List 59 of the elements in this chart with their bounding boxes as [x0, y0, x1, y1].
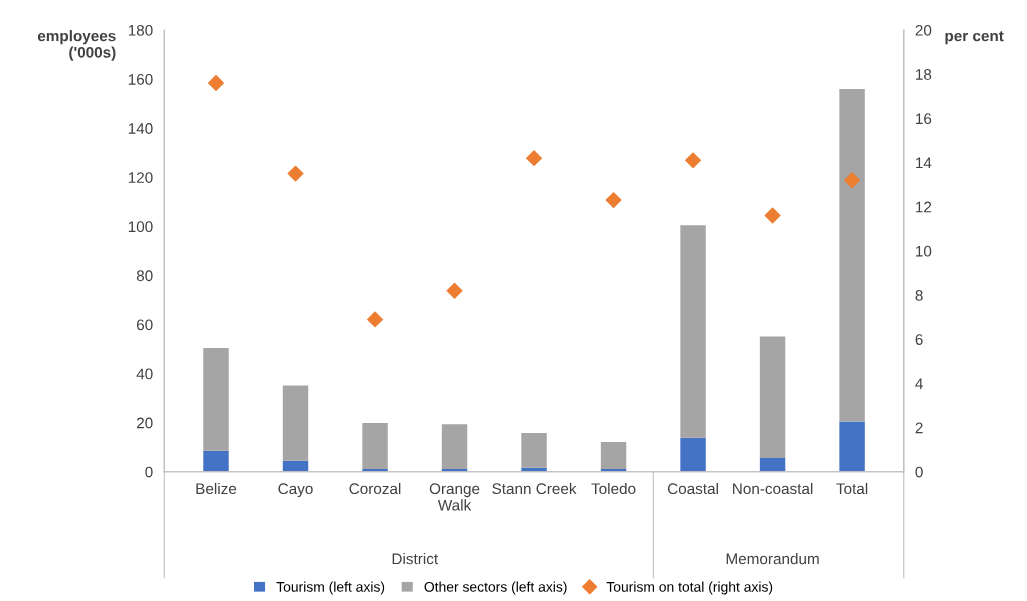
- y-tick-label: 160: [128, 74, 153, 85]
- point: [684, 152, 702, 169]
- x-tick-label: Non-coastal: [733, 482, 813, 495]
- bar: [203, 348, 229, 451]
- point: [525, 149, 543, 167]
- bar: [521, 433, 547, 468]
- bar: [680, 225, 706, 438]
- legend-label: Other sectors (left axis): [424, 581, 567, 595]
- point: [605, 191, 622, 209]
- bar: [203, 450, 229, 472]
- bar: [839, 421, 865, 472]
- y-tick-label: 20: [136, 417, 153, 429]
- y-tick-label: 100: [128, 221, 153, 233]
- y2-tick-label: 10: [916, 245, 932, 257]
- y-tick-label: 140: [128, 123, 153, 134]
- x-tick-label: Orange Walk: [429, 483, 480, 511]
- legend-label: Tourism on total (right axis): [606, 581, 773, 595]
- legend-label: Tourism (left axis): [276, 581, 385, 595]
- x-tick-label: Coastal: [667, 482, 718, 495]
- y2-tick-label: 14: [916, 157, 932, 169]
- y2-tick-label: 6: [915, 334, 923, 345]
- bar: [759, 458, 786, 472]
- text: Memorandum: [726, 553, 819, 565]
- point: [287, 165, 304, 182]
- x-tick-label: Stann Creek: [492, 482, 577, 495]
- bar: [441, 424, 468, 470]
- y-tick-label: 40: [136, 368, 153, 380]
- point: [366, 311, 384, 328]
- y-axis-title: employees ('000s): [37, 30, 116, 61]
- point: [207, 74, 225, 92]
- y-tick-label: 0: [145, 466, 153, 478]
- y2-tick-label: 8: [915, 289, 923, 301]
- x-tick-label: Belize: [196, 482, 237, 495]
- y2-tick-label: 16: [916, 113, 932, 125]
- y-tick-label: 180: [128, 24, 153, 36]
- bar: [282, 385, 309, 461]
- y2-tick-label: 2: [915, 422, 923, 434]
- bar: [759, 336, 786, 459]
- y2-tick-label: 0: [915, 466, 923, 478]
- y2-axis-title: per cent: [945, 31, 1004, 45]
- x-tick-label: Total: [836, 482, 868, 495]
- bar: [839, 88, 865, 422]
- y-tick-label: 60: [136, 319, 153, 331]
- bar: [680, 437, 706, 472]
- y2-tick-label: 20: [915, 24, 932, 36]
- x-tick-label: Corozal: [349, 482, 401, 495]
- y2-tick-label: 12: [916, 201, 932, 213]
- point: [446, 282, 463, 299]
- x-tick-label: Toledo: [591, 482, 636, 495]
- text: District: [392, 553, 438, 565]
- bar: [600, 442, 627, 470]
- y-tick-label: 80: [136, 270, 153, 282]
- point: [843, 172, 861, 189]
- point: [764, 207, 781, 224]
- x-tick-label: Cayo: [278, 483, 313, 498]
- y2-tick-label: 18: [916, 69, 932, 80]
- y2-tick-label: 4: [915, 378, 923, 389]
- bar: [362, 422, 388, 470]
- y-tick-label: 120: [128, 172, 153, 183]
